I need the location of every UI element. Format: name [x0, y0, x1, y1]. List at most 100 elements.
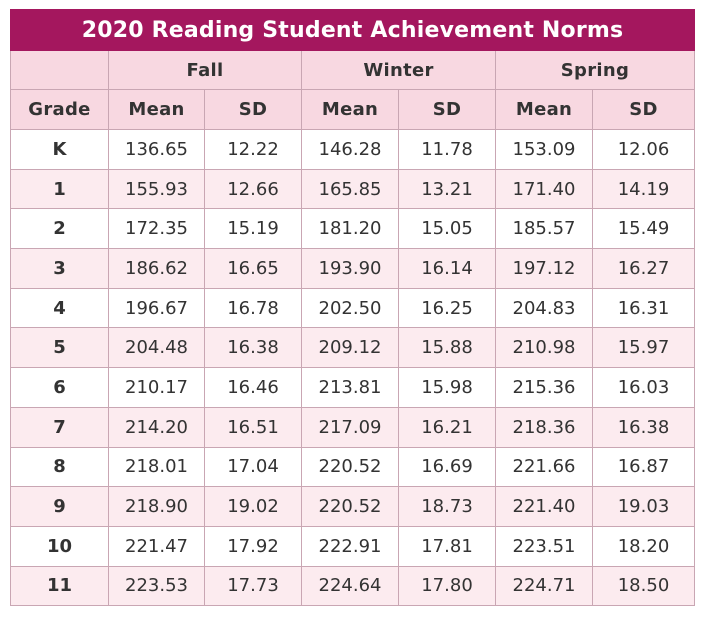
- cell-fall-sd: 17.92: [204, 525, 302, 567]
- table-row: 3 186.62 16.65 193.90 16.14 197.12 16.27: [10, 248, 696, 289]
- cell-fall-mean: 218.90: [108, 486, 205, 527]
- season-header-winter: Winter: [301, 50, 496, 90]
- cell-fall-sd: 15.19: [204, 208, 302, 250]
- cell-winter-sd: 18.73: [398, 486, 496, 527]
- cell-winter-sd: 11.78: [398, 129, 496, 170]
- cell-fall-mean: 218.01: [108, 446, 205, 488]
- cell-grade: 1: [10, 168, 109, 210]
- cell-grade: K: [10, 129, 109, 170]
- column-header-grade: Grade: [10, 89, 109, 130]
- cell-grade: 3: [10, 248, 109, 289]
- table-row: K 136.65 12.22 146.28 11.78 153.09 12.06: [10, 129, 696, 170]
- column-header-row: Grade Mean SD Mean SD Mean SD: [10, 89, 696, 130]
- cell-winter-sd: 16.21: [398, 406, 496, 448]
- cell-spring-mean: 185.57: [495, 208, 593, 250]
- cell-grade: 2: [10, 208, 109, 250]
- cell-winter-mean: 213.81: [301, 367, 399, 408]
- cell-spring-sd: 12.06: [591, 129, 696, 170]
- cell-spring-mean: 171.40: [495, 168, 593, 210]
- table-row: 6 210.17 16.46 213.81 15.98 215.36 16.03: [10, 367, 696, 408]
- table-row: 8 218.01 17.04 220.52 16.69 221.66 16.87: [10, 446, 696, 488]
- cell-winter-mean: 209.12: [301, 327, 399, 369]
- cell-grade: 8: [10, 446, 109, 488]
- cell-grade: 9: [10, 486, 109, 527]
- table-row: 2 172.35 15.19 181.20 15.05 185.57 15.49: [10, 208, 696, 250]
- cell-fall-mean: 155.93: [108, 168, 205, 210]
- cell-winter-sd: 17.80: [398, 565, 496, 607]
- cell-spring-sd: 19.03: [591, 486, 696, 527]
- cell-spring-sd: 16.38: [591, 406, 696, 448]
- cell-fall-sd: 17.73: [204, 565, 302, 607]
- cell-fall-sd: 16.51: [204, 406, 302, 448]
- cell-grade: 6: [10, 367, 109, 408]
- norms-table: 2020 Reading Student Achievement Norms F…: [9, 9, 696, 607]
- cell-spring-mean: 218.36: [495, 406, 593, 448]
- cell-winter-mean: 146.28: [301, 129, 399, 170]
- cell-winter-mean: 217.09: [301, 406, 399, 448]
- cell-fall-sd: 16.38: [204, 327, 302, 369]
- cell-spring-sd: 18.20: [591, 525, 696, 567]
- table-row: 7 214.20 16.51 217.09 16.21 218.36 16.38: [10, 406, 696, 448]
- cell-grade: 11: [10, 565, 109, 607]
- cell-fall-sd: 19.02: [204, 486, 302, 527]
- cell-winter-sd: 15.05: [398, 208, 496, 250]
- cell-spring-sd: 18.50: [591, 565, 696, 607]
- cell-grade: 7: [10, 406, 109, 448]
- cell-fall-sd: 12.66: [204, 168, 302, 210]
- cell-winter-sd: 15.98: [398, 367, 496, 408]
- cell-fall-mean: 172.35: [108, 208, 205, 250]
- cell-winter-mean: 224.64: [301, 565, 399, 607]
- column-header-winter-mean: Mean: [301, 89, 399, 130]
- cell-winter-sd: 16.69: [398, 446, 496, 488]
- column-header-winter-sd: SD: [398, 89, 496, 130]
- cell-grade: 4: [10, 287, 109, 329]
- cell-spring-sd: 16.27: [591, 248, 696, 289]
- cell-spring-sd: 15.49: [591, 208, 696, 250]
- cell-spring-mean: 153.09: [495, 129, 593, 170]
- column-header-fall-sd: SD: [204, 89, 302, 130]
- cell-spring-mean: 221.66: [495, 446, 593, 488]
- cell-fall-mean: 210.17: [108, 367, 205, 408]
- cell-fall-mean: 221.47: [108, 525, 205, 567]
- cell-spring-mean: 215.36: [495, 367, 593, 408]
- cell-spring-sd: 16.03: [591, 367, 696, 408]
- table-row: 9 218.90 19.02 220.52 18.73 221.40 19.03: [10, 486, 696, 527]
- cell-fall-mean: 136.65: [108, 129, 205, 170]
- cell-winter-sd: 15.88: [398, 327, 496, 369]
- cell-fall-sd: 12.22: [204, 129, 302, 170]
- column-header-spring-mean: Mean: [495, 89, 593, 130]
- cell-spring-sd: 16.31: [591, 287, 696, 329]
- season-header-spring: Spring: [494, 50, 696, 90]
- corner-cell: [10, 50, 109, 90]
- cell-winter-mean: 181.20: [301, 208, 399, 250]
- cell-fall-sd: 16.46: [204, 367, 302, 408]
- cell-fall-mean: 223.53: [108, 565, 205, 607]
- cell-winter-mean: 193.90: [301, 248, 399, 289]
- cell-winter-sd: 16.14: [398, 248, 496, 289]
- cell-fall-mean: 204.48: [108, 327, 205, 369]
- cell-spring-sd: 14.19: [591, 168, 696, 210]
- cell-spring-mean: 204.83: [495, 287, 593, 329]
- table-body: K 136.65 12.22 146.28 11.78 153.09 12.06 1 155.9…: [10, 129, 696, 607]
- cell-winter-sd: 17.81: [398, 525, 496, 567]
- cell-winter-mean: 222.91: [301, 525, 399, 567]
- cell-spring-mean: 197.12: [495, 248, 593, 289]
- cell-fall-mean: 196.67: [108, 287, 205, 329]
- cell-spring-sd: 15.97: [591, 327, 696, 369]
- cell-spring-mean: 224.71: [495, 565, 593, 607]
- cell-grade: 10: [10, 525, 109, 567]
- cell-fall-sd: 16.78: [204, 287, 302, 329]
- table-row: 1 155.93 12.66 165.85 13.21 171.40 14.19: [10, 168, 696, 210]
- cell-fall-mean: 186.62: [108, 248, 205, 289]
- cell-winter-mean: 220.52: [301, 486, 399, 527]
- table-row: 5 204.48 16.38 209.12 15.88 210.98 15.97: [10, 327, 696, 369]
- cell-grade: 5: [10, 327, 109, 369]
- cell-spring-mean: 223.51: [495, 525, 593, 567]
- column-header-fall-mean: Mean: [108, 89, 205, 130]
- season-header-fall: Fall: [108, 50, 302, 90]
- norms-table-container: 2020 Reading Student Achievement Norms F…: [9, 9, 696, 607]
- cell-winter-mean: 202.50: [301, 287, 399, 329]
- season-header-row: Fall Winter Spring: [10, 50, 696, 90]
- cell-winter-sd: 16.25: [398, 287, 496, 329]
- cell-spring-sd: 16.87: [591, 446, 696, 488]
